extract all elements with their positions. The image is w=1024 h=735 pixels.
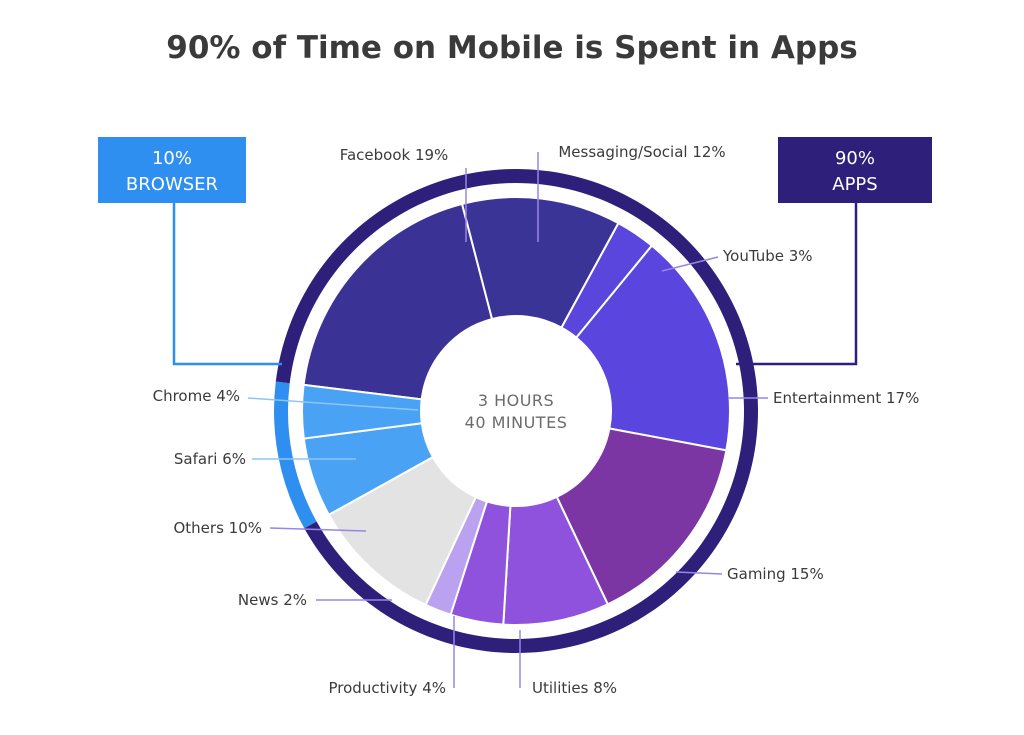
leader-gaming [675,571,723,575]
leader-youtube [661,256,719,272]
group-box-browser-line2: BROWSER [126,174,218,195]
label-facebook: Facebook 19% [340,146,449,164]
label-entertainment: Entertainment 17% [773,389,919,407]
center-label-line1: 3 HOURS [478,391,554,410]
group-box-apps [778,137,932,203]
group-box-apps-line2: APPS [832,174,877,195]
label-youtube: YouTube 3% [722,247,813,265]
label-productivity: Productivity 4% [329,679,447,697]
connector-browser [172,203,282,366]
leader-lines [247,152,768,688]
group-box-apps-line1: 90% [835,148,875,169]
group-ring-browser [274,381,317,529]
center-hole [421,316,611,506]
group-box-browser [98,137,246,203]
center-label-line2: 40 MINUTES [465,413,568,432]
label-news: News 2% [238,591,307,609]
label-messaging-social: Messaging/Social 12% [558,143,725,161]
label-others: Others 10% [173,519,262,537]
outer-ring [274,168,759,653]
group-boxes: 10% BROWSER 90% APPS [98,137,932,366]
label-utilities: Utilities 8% [532,679,617,697]
group-box-browser-line1: 10% [152,148,192,169]
leader-others [269,527,367,532]
label-chrome: Chrome 4% [153,387,240,405]
label-safari: Safari 6% [174,450,246,468]
slice-labels: Facebook 19% Messaging/Social 12% YouTube … [153,143,920,697]
chart-title: 90% of Time on Mobile is Spent in Apps [166,30,857,66]
leader-chrome [247,397,419,411]
slices-group [301,196,731,626]
label-gaming: Gaming 15% [727,565,824,583]
connector-apps [736,203,858,366]
